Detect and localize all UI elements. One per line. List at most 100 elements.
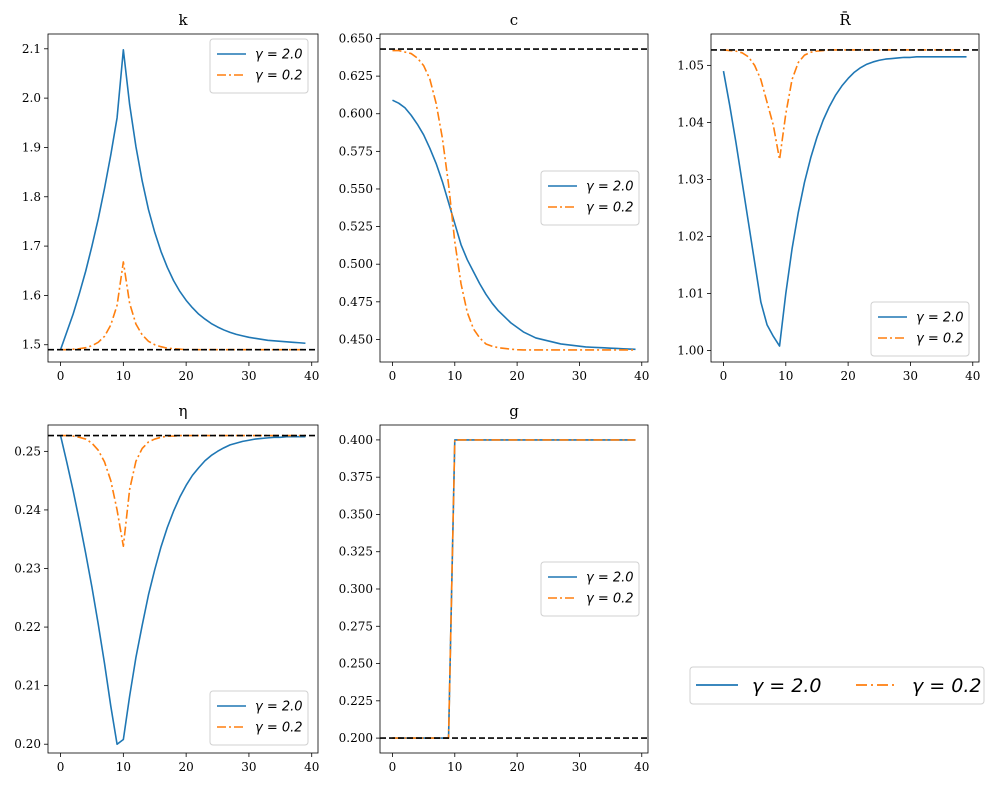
x-tick-label: 20 (178, 369, 193, 383)
x-tick-label: 0 (389, 369, 397, 383)
x-tick-label: 40 (634, 369, 649, 383)
y-tick-label: 0.24 (14, 503, 41, 517)
figure-legend-box (689, 666, 985, 705)
series-line-2 (392, 439, 636, 739)
y-tick-label: 1.9 (22, 140, 41, 154)
legend-box (870, 301, 970, 357)
panel-title: c (510, 11, 518, 29)
panel-title: k (178, 11, 188, 29)
x-tick-label: 10 (447, 760, 462, 774)
x-tick-label: 40 (965, 369, 980, 383)
y-tick-label: 0.600 (339, 107, 373, 121)
x-tick-label: 40 (634, 760, 649, 774)
y-tick-label: 1.05 (677, 58, 704, 72)
y-tick-label: 0.23 (14, 562, 41, 576)
panel-legend: γ = 2.0 γ = 0.2 (540, 170, 640, 226)
y-tick-label: 0.325 (339, 545, 373, 559)
x-tick-label: 20 (509, 369, 524, 383)
x-tick-label: 0 (57, 760, 65, 774)
x-tick-label: 30 (572, 760, 587, 774)
y-tick-label: 1.00 (677, 344, 704, 358)
legend-label-2: γ = 0.2 (916, 332, 964, 347)
x-tick-label: 30 (903, 369, 918, 383)
series-line-1 (59, 435, 306, 746)
y-tick-label: 1.04 (677, 115, 704, 129)
y-tick-label: 0.200 (339, 731, 373, 745)
y-tick-label: 0.275 (339, 619, 373, 633)
legend-label-2: γ = 0.2 (255, 69, 303, 84)
panel-legend: γ = 2.0 γ = 0.2 (870, 301, 970, 357)
x-tick-label: 40 (304, 369, 319, 383)
x-tick-label: 20 (178, 760, 193, 774)
y-tick-label: 0.21 (14, 679, 41, 693)
legend-label-1: γ = 2.0 (255, 48, 303, 63)
y-tick-label: 0.375 (339, 470, 373, 484)
y-tick-label: 2.0 (22, 91, 41, 105)
series-line-2 (723, 49, 967, 161)
panel-legend: γ = 2.0 γ = 0.2 (209, 690, 309, 746)
y-tick-label: 0.575 (339, 144, 373, 158)
legend-box (540, 561, 640, 617)
legend-label-1: γ = 2.0 (255, 700, 303, 715)
y-tick-label: 0.20 (14, 737, 41, 751)
y-tick-label: 1.6 (22, 288, 41, 302)
series-line-1 (59, 48, 306, 350)
y-tick-label: 0.500 (339, 257, 373, 271)
legend-label-1: γ = 2.0 (586, 571, 634, 586)
y-tick-label: 0.550 (339, 182, 373, 196)
series-line-2 (60, 261, 306, 351)
legend-label-1: γ = 2.0 (916, 311, 964, 326)
x-tick-label: 40 (304, 760, 319, 774)
panel-2: c 0 10 20 30 40 0.450 0.475 0.500 0.525 0.550 0.575… (339, 11, 650, 383)
panel-legend: γ = 2.0 γ = 0.2 (209, 38, 309, 94)
panel-title: g (509, 402, 519, 420)
y-tick-label: 1.8 (22, 190, 41, 204)
x-tick-label: 0 (720, 369, 728, 383)
figure-legend-label-2: γ = 0.2 (912, 675, 981, 697)
x-tick-label: 10 (116, 369, 131, 383)
x-tick-label: 10 (447, 369, 462, 383)
x-tick-label: 30 (241, 369, 256, 383)
x-tick-label: 0 (389, 760, 397, 774)
x-tick-label: 20 (509, 760, 524, 774)
panel-4: η 0 10 20 30 40 0.20 0.21 0.22 0.23 0.24 0.25 γ = 2.… (14, 402, 319, 774)
x-tick-label: 10 (116, 760, 131, 774)
y-tick-label: 2.1 (22, 42, 41, 56)
y-tick-label: 0.300 (339, 582, 373, 596)
y-tick-label: 0.400 (339, 433, 373, 447)
x-tick-label: 10 (778, 369, 793, 383)
legend-label-2: γ = 0.2 (586, 592, 634, 607)
figure-legend: γ = 2.0 γ = 0.2 (689, 666, 985, 705)
y-tick-label: 1.02 (677, 230, 704, 244)
series-line-1 (392, 99, 636, 351)
y-tick-label: 0.625 (339, 69, 373, 83)
panel-title: η (179, 402, 188, 420)
y-tick-label: 0.250 (339, 657, 373, 671)
legend-label-2: γ = 0.2 (255, 721, 303, 736)
axes-frame (47, 424, 319, 754)
y-tick-label: 1.5 (22, 338, 41, 352)
axes-frame (379, 33, 649, 363)
legend-label-1: γ = 2.0 (586, 180, 634, 195)
y-tick-label: 1.7 (22, 239, 41, 253)
series-line-2 (392, 49, 636, 351)
y-tick-label: 0.450 (339, 332, 373, 346)
axes-frame (47, 33, 319, 363)
x-tick-label: 0 (57, 369, 65, 383)
y-tick-label: 0.475 (339, 295, 373, 309)
x-tick-label: 30 (241, 760, 256, 774)
legend-box (209, 38, 309, 94)
series-line-1 (722, 56, 967, 347)
y-tick-label: 1.03 (677, 172, 704, 186)
axes-frame (710, 33, 980, 363)
panel-3: R̄ 0 10 20 30 40 1.00 1.01 1.02 1.03 1.04 1.05 γ = 2… (677, 11, 980, 383)
y-tick-label: 0.25 (14, 444, 41, 458)
y-tick-label: 0.525 (339, 220, 373, 234)
y-tick-label: 1.01 (677, 287, 704, 301)
figure-legend-label-1: γ = 2.0 (752, 675, 821, 697)
y-tick-label: 0.350 (339, 507, 373, 521)
panel-legend: γ = 2.0 γ = 0.2 (540, 561, 640, 617)
x-tick-label: 30 (572, 369, 587, 383)
y-tick-label: 0.22 (14, 620, 41, 634)
